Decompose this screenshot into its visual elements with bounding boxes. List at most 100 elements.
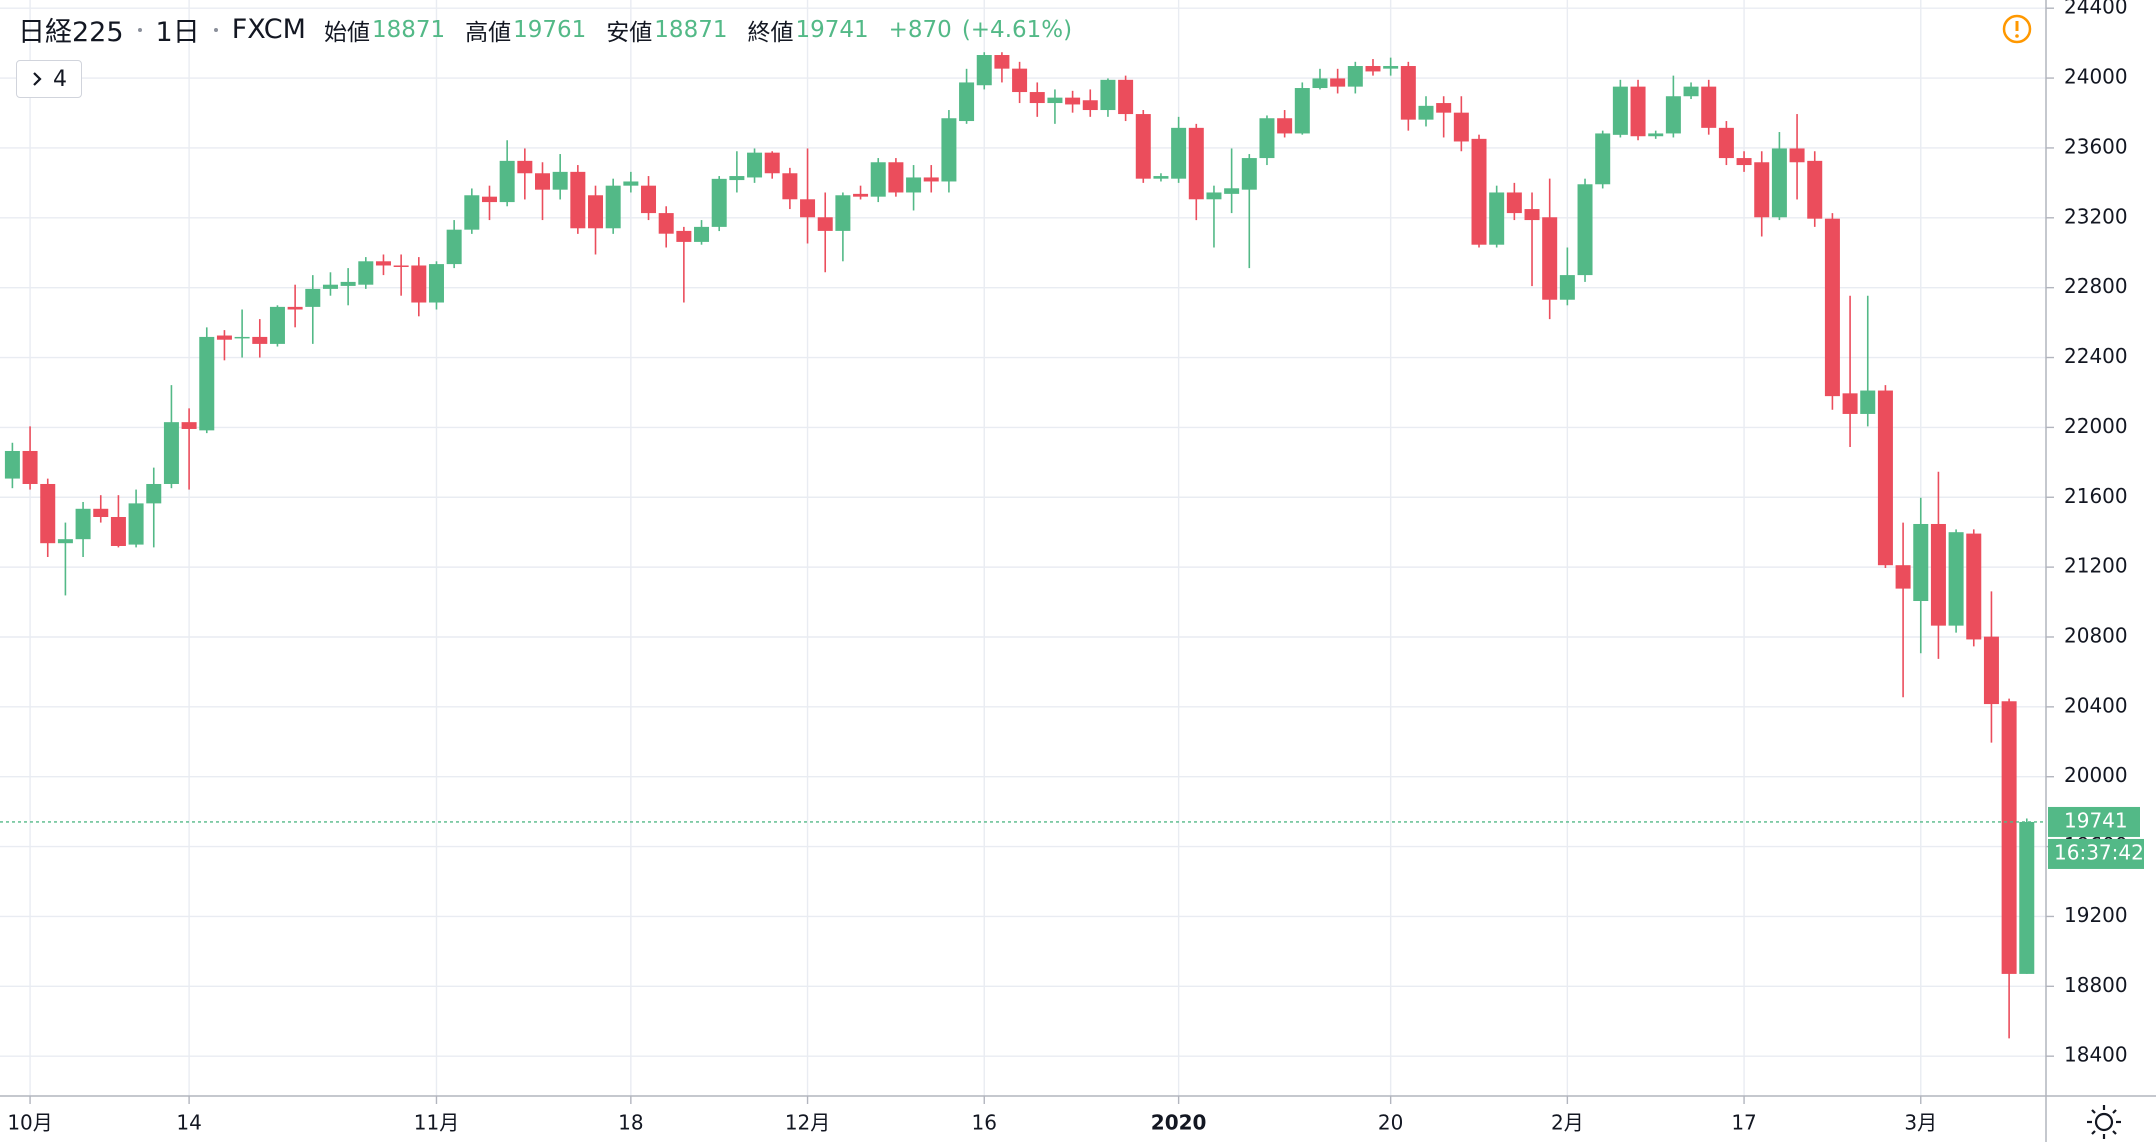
candle-body xyxy=(1665,96,1681,134)
candle-body xyxy=(1648,133,1664,137)
candle-body xyxy=(1118,79,1134,115)
candle-body xyxy=(110,516,126,546)
chevron-icon xyxy=(33,72,42,86)
x-tick-label: 17 xyxy=(1731,1111,1756,1135)
candle-body xyxy=(976,55,992,86)
candle-body xyxy=(340,281,356,286)
candle-body xyxy=(817,217,833,231)
candle-body xyxy=(1595,133,1611,185)
candle-body xyxy=(1347,66,1363,87)
candle-body xyxy=(1559,275,1575,300)
x-tick-label: 11月 xyxy=(414,1111,459,1135)
candle-body xyxy=(252,336,268,344)
separator xyxy=(137,27,142,32)
candle-body xyxy=(1701,86,1717,128)
candle-body xyxy=(322,284,338,289)
candle-body xyxy=(1718,127,1734,159)
candle-body xyxy=(1771,148,1787,218)
candle-body xyxy=(93,508,109,517)
legend-header: 日経225 1日 FXCM 始値 18871 高値 19761 安値 18871 終値… xyxy=(18,10,1072,49)
candle-body xyxy=(906,177,922,193)
candle-body xyxy=(499,160,515,203)
x-tick-label: 18 xyxy=(618,1111,643,1135)
candle-body xyxy=(2001,701,2017,974)
candle-body xyxy=(181,422,197,429)
candle-body xyxy=(163,422,179,484)
candle-body xyxy=(835,195,851,231)
candle-body xyxy=(747,152,763,178)
candle-body xyxy=(959,82,975,122)
candle-body xyxy=(1789,148,1805,163)
interval: 1日 xyxy=(155,17,200,48)
countdown-box xyxy=(2048,838,2144,869)
candle-body xyxy=(1100,79,1116,111)
candle-body xyxy=(729,176,745,181)
candle-body xyxy=(870,162,886,197)
candle-body xyxy=(1135,114,1151,179)
candle-body xyxy=(1683,86,1699,97)
y-tick-label: 24400 xyxy=(2064,0,2128,19)
candles xyxy=(4,52,2035,1039)
candle-body xyxy=(1400,66,1416,120)
candle-body xyxy=(888,162,904,193)
x-tick-label: 10月 xyxy=(7,1111,52,1135)
candle-body xyxy=(1188,127,1204,200)
candle-body xyxy=(676,230,692,242)
last-price-box xyxy=(2048,806,2140,837)
candle-body xyxy=(1171,127,1187,179)
candle-body xyxy=(853,193,869,197)
candle-body xyxy=(234,336,250,339)
candle-body xyxy=(1241,158,1257,190)
warning-icon[interactable] xyxy=(2002,14,2032,44)
settings-icon[interactable] xyxy=(2087,1105,2121,1139)
y-tick-label: 20800 xyxy=(2064,623,2128,647)
x-tick-label: 12月 xyxy=(785,1111,830,1135)
candle-body xyxy=(570,171,586,229)
candle-body xyxy=(1082,100,1098,111)
candle-body xyxy=(535,173,550,190)
candle-body xyxy=(393,265,409,267)
y-tick-label: 21600 xyxy=(2064,484,2128,508)
candle-body xyxy=(1206,192,1222,200)
candle-body xyxy=(711,178,727,227)
y-tick-label: 22000 xyxy=(2064,414,2128,438)
candle-body xyxy=(1948,532,1964,626)
candle-body xyxy=(1877,390,1893,566)
indicators-toggle[interactable]: 4 xyxy=(16,60,82,98)
y-tick-label: 22800 xyxy=(2064,274,2128,298)
candle-body xyxy=(1754,162,1770,218)
close-label: 終値 xyxy=(747,19,794,46)
candle-body xyxy=(1224,188,1240,194)
candle-body xyxy=(287,306,303,310)
y-tick-label: 22400 xyxy=(2064,344,2128,368)
candle-body xyxy=(75,508,91,540)
candle-body xyxy=(1330,78,1346,87)
candle-body xyxy=(1966,533,1982,640)
candle-body xyxy=(411,265,427,303)
y-tick-label: 18400 xyxy=(2064,1043,2128,1067)
candle-body xyxy=(1506,192,1522,214)
change-percent: (+4.61%) xyxy=(961,16,1073,43)
candle-body xyxy=(57,539,73,544)
candle-body xyxy=(1453,112,1469,142)
candle-body xyxy=(1029,92,1045,104)
candle-body xyxy=(375,261,391,266)
candle-body xyxy=(1824,218,1840,397)
candle-body xyxy=(305,288,321,307)
candle-body xyxy=(941,118,957,182)
candle-body xyxy=(1277,118,1293,134)
candle-body xyxy=(428,264,444,303)
candle-body xyxy=(1612,86,1628,135)
y-tick-label: 18800 xyxy=(2064,973,2128,997)
candle-body xyxy=(4,450,20,479)
y-tick-label: 20000 xyxy=(2064,763,2128,787)
candle-body xyxy=(1736,158,1752,166)
candle-body xyxy=(1860,390,1876,414)
x-tick-label: 20 xyxy=(1378,1111,1403,1135)
candle-body xyxy=(1047,97,1063,104)
candle-body xyxy=(199,336,215,431)
